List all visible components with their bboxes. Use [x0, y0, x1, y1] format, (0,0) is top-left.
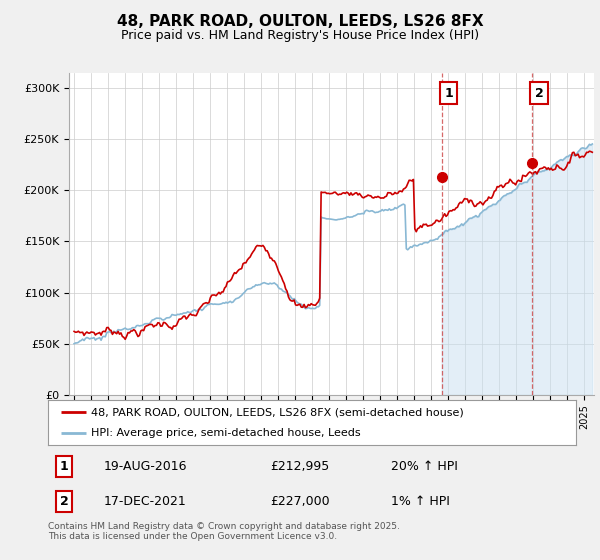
Text: 17-DEC-2021: 17-DEC-2021 — [103, 495, 186, 508]
Text: HPI: Average price, semi-detached house, Leeds: HPI: Average price, semi-detached house,… — [91, 428, 361, 438]
Text: 20% ↑ HPI: 20% ↑ HPI — [391, 460, 458, 473]
Text: Contains HM Land Registry data © Crown copyright and database right 2025.
This d: Contains HM Land Registry data © Crown c… — [48, 522, 400, 542]
Text: £227,000: £227,000 — [270, 495, 329, 508]
Text: 2: 2 — [535, 87, 544, 100]
Text: 48, PARK ROAD, OULTON, LEEDS, LS26 8FX: 48, PARK ROAD, OULTON, LEEDS, LS26 8FX — [116, 14, 484, 29]
Text: Price paid vs. HM Land Registry's House Price Index (HPI): Price paid vs. HM Land Registry's House … — [121, 29, 479, 42]
Text: 2: 2 — [59, 495, 68, 508]
Text: 1: 1 — [59, 460, 68, 473]
Text: 48, PARK ROAD, OULTON, LEEDS, LS26 8FX (semi-detached house): 48, PARK ROAD, OULTON, LEEDS, LS26 8FX (… — [91, 408, 464, 418]
Text: £212,995: £212,995 — [270, 460, 329, 473]
Text: 19-AUG-2016: 19-AUG-2016 — [103, 460, 187, 473]
Text: 1: 1 — [444, 87, 453, 100]
Text: 1% ↑ HPI: 1% ↑ HPI — [391, 495, 450, 508]
